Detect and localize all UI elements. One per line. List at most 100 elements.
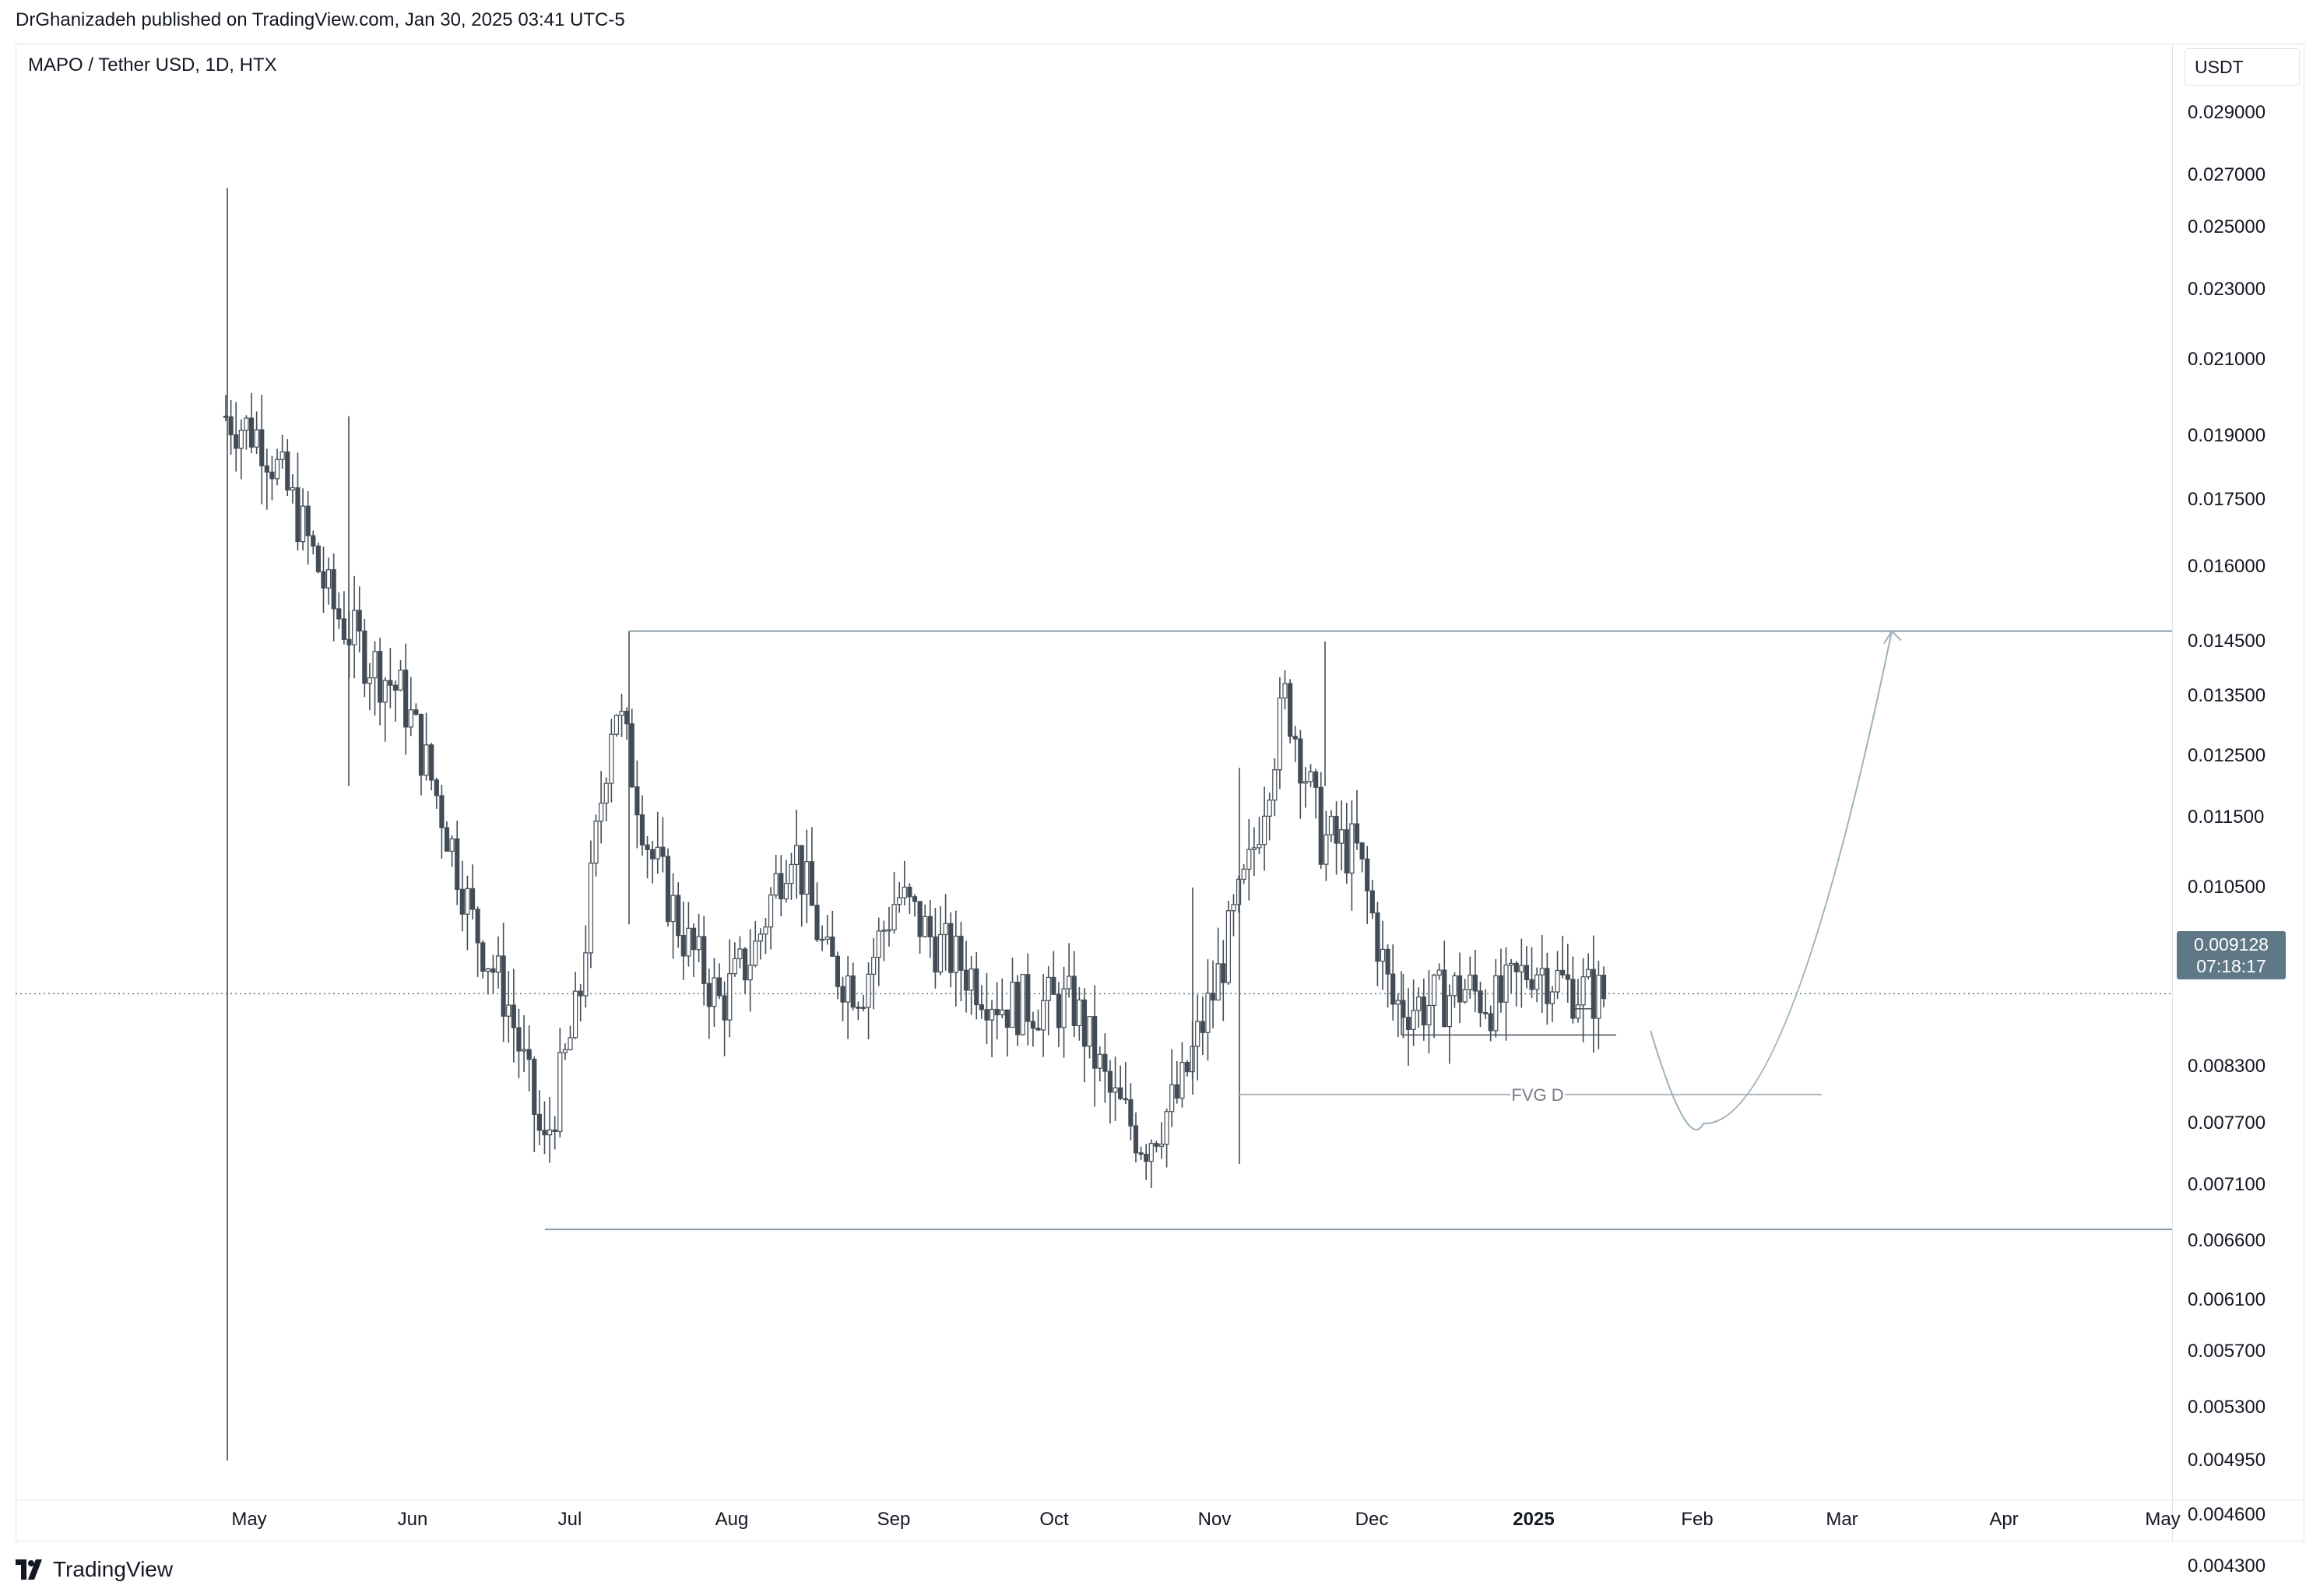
candle-body <box>1365 858 1370 891</box>
candle-body <box>680 935 686 957</box>
price-tick-label: 0.010500 <box>2188 877 2266 898</box>
candle-body <box>1549 991 1555 1004</box>
candle-body <box>897 897 902 905</box>
candle-body <box>1513 962 1519 972</box>
candle-body <box>763 926 768 935</box>
candle-body <box>573 990 578 1039</box>
candle-body <box>336 608 342 620</box>
candle-body <box>1395 1000 1401 1005</box>
candle-body <box>398 670 403 691</box>
candle-body <box>686 927 691 957</box>
candle-body <box>1591 968 1596 1019</box>
candle-body <box>403 670 409 728</box>
candle-body <box>856 1007 861 1009</box>
candle-body <box>1529 979 1534 990</box>
candle-body <box>1035 1028 1041 1031</box>
candle-body <box>891 903 897 930</box>
candle-body <box>1077 999 1082 1026</box>
candle-body <box>1118 1087 1123 1099</box>
price-tick-label: 0.011500 <box>2188 807 2265 828</box>
candle-body <box>1411 1010 1416 1030</box>
candle-body <box>367 677 373 684</box>
candle-body <box>455 838 460 890</box>
tradingview-footer[interactable]: TradingView <box>16 1557 173 1582</box>
candle-body <box>439 795 445 828</box>
symbol-title[interactable]: MAPO / Tether USD, 1D, HTX <box>28 54 277 76</box>
candle-body <box>1457 975 1463 1003</box>
candle-body <box>789 863 794 884</box>
bar-countdown: 07:18:17 <box>2196 956 2266 976</box>
candle-body <box>624 711 630 725</box>
time-tick-label: Sep <box>877 1509 911 1530</box>
candle-body <box>886 929 892 932</box>
candle-body <box>1067 976 1072 990</box>
candle-body <box>912 896 918 902</box>
candle-body <box>568 1037 573 1050</box>
candle-body <box>1354 823 1360 844</box>
price-tick-label: 0.014500 <box>2188 631 2266 652</box>
candle-body <box>737 948 743 960</box>
candle-body <box>1488 1013 1493 1032</box>
candle-body <box>779 873 784 900</box>
candle-body <box>979 1004 984 1011</box>
candle-body <box>1277 697 1283 771</box>
candle-body <box>1164 1111 1169 1145</box>
candle-body <box>1586 968 1591 978</box>
time-tick-label: Jul <box>557 1509 582 1530</box>
time-axis-separator <box>16 1499 2304 1500</box>
candle-body <box>963 969 969 991</box>
candle-body <box>1601 975 1607 1000</box>
time-tick-label: May <box>2145 1509 2181 1530</box>
chart-frame[interactable] <box>16 44 2304 1542</box>
candle-body <box>259 429 265 466</box>
candle-body <box>1565 974 1570 980</box>
candle-body <box>1221 963 1226 983</box>
projection-curve <box>1650 631 1893 1130</box>
projection-arrow-icon <box>1883 630 1902 645</box>
candle-body <box>1442 969 1447 1028</box>
candle-body <box>902 886 907 898</box>
candle-body <box>1575 1004 1581 1019</box>
price-chart[interactable]: FVG D <box>16 44 2172 1499</box>
time-tick-label: Mar <box>1826 1509 1858 1530</box>
candle-body <box>742 948 748 981</box>
candle-body <box>824 937 830 940</box>
time-tick-label: Jun <box>397 1509 428 1530</box>
candle-body <box>860 1007 866 1009</box>
candle-body <box>1282 683 1288 699</box>
candle-body <box>1123 1098 1128 1101</box>
candle-body <box>933 936 938 973</box>
candle-body <box>1000 1009 1005 1016</box>
candle-body <box>1339 829 1345 844</box>
candle-body <box>1251 847 1257 850</box>
time-tick-label: Oct <box>1039 1509 1069 1530</box>
candle-body <box>362 630 367 684</box>
price-tick-label: 0.008300 <box>2188 1056 2266 1077</box>
candle-body <box>1385 948 1390 975</box>
candle-body <box>917 901 923 937</box>
candle-body <box>603 782 609 804</box>
candle-body <box>881 930 887 932</box>
candle-body <box>809 861 815 906</box>
candle-body <box>248 417 255 448</box>
candle-body <box>501 955 506 1017</box>
price-tick-label: 0.023000 <box>2188 279 2266 300</box>
candle-body <box>485 968 490 972</box>
candle-body <box>352 610 357 645</box>
candle-body <box>1534 974 1540 990</box>
candle-body <box>495 955 501 973</box>
currency-selector[interactable]: USDT <box>2185 48 2300 86</box>
candle-body <box>588 863 594 954</box>
candle-body <box>552 1129 557 1133</box>
candle-body <box>285 451 290 490</box>
candle-body <box>1041 1000 1046 1031</box>
candle-body <box>706 983 712 1007</box>
candle-body <box>599 802 604 822</box>
price-tick-label: 0.007700 <box>2188 1113 2266 1134</box>
candle-body <box>968 968 974 991</box>
candle-body <box>1061 988 1067 1028</box>
candle-body <box>234 434 239 449</box>
candle-body <box>254 429 259 448</box>
candle-body <box>747 965 753 981</box>
candle-body <box>1493 975 1499 1032</box>
